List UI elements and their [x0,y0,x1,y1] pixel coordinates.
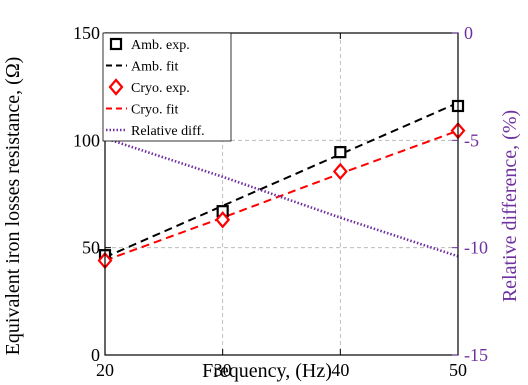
y2-axis-label: Relative difference, (%) [499,110,521,302]
legend-item: Cryo. exp. [108,78,190,96]
legend-label: Cryo. exp. [131,81,190,96]
legend-marker-diamond [108,78,124,96]
y-tick-label: 0 [91,345,100,365]
data-point-cryo-exp [215,211,231,229]
data-point-amb-exp [334,146,347,159]
y-tick-label: 100 [73,130,100,150]
legend-label: Cryo. fit [131,103,179,118]
x-tick-label: 20 [96,360,114,380]
legend-label: Amb. exp. [131,38,190,53]
y2-tick-label: 0 [464,23,473,43]
x-tick-label: 30 [214,360,232,380]
plot-frame [104,32,459,356]
y-axis-label: Equivalent iron losses resistance, (Ω) [2,57,24,356]
x-tick-label: 40 [331,360,349,380]
legend-item: Amb. fit [106,60,179,75]
legend-label: Relative diff. [131,124,205,139]
series-line-relative-diff [104,136,459,258]
y-tick-label: 150 [73,23,100,43]
y2-tick-label: -5 [464,130,479,150]
data-point-cryo-exp [332,162,348,181]
y-tick-label: 50 [82,238,100,258]
legend-label: Amb. fit [131,60,179,75]
axis-ticks: 20 30 40 50 0 50 100 150 0 -5 -10 -15 [73,23,488,380]
y2-tick-label: -15 [464,345,488,365]
legend-box [102,32,232,142]
legend-marker-square [109,37,123,51]
x-axis-label: Frequency, (Hz) [202,360,332,382]
legend: Amb. exp. Amb. fit Cryo. exp. Cryo. fit Rela… [102,32,232,142]
legend-item: Cryo. fit [106,103,179,118]
series-line-cryo-fit [104,129,459,262]
y2-tick-label: -10 [464,238,488,258]
legend-item: Relative diff. [106,124,205,139]
legend-item: Amb. exp. [109,37,190,53]
x-tick-label: 50 [449,360,467,380]
